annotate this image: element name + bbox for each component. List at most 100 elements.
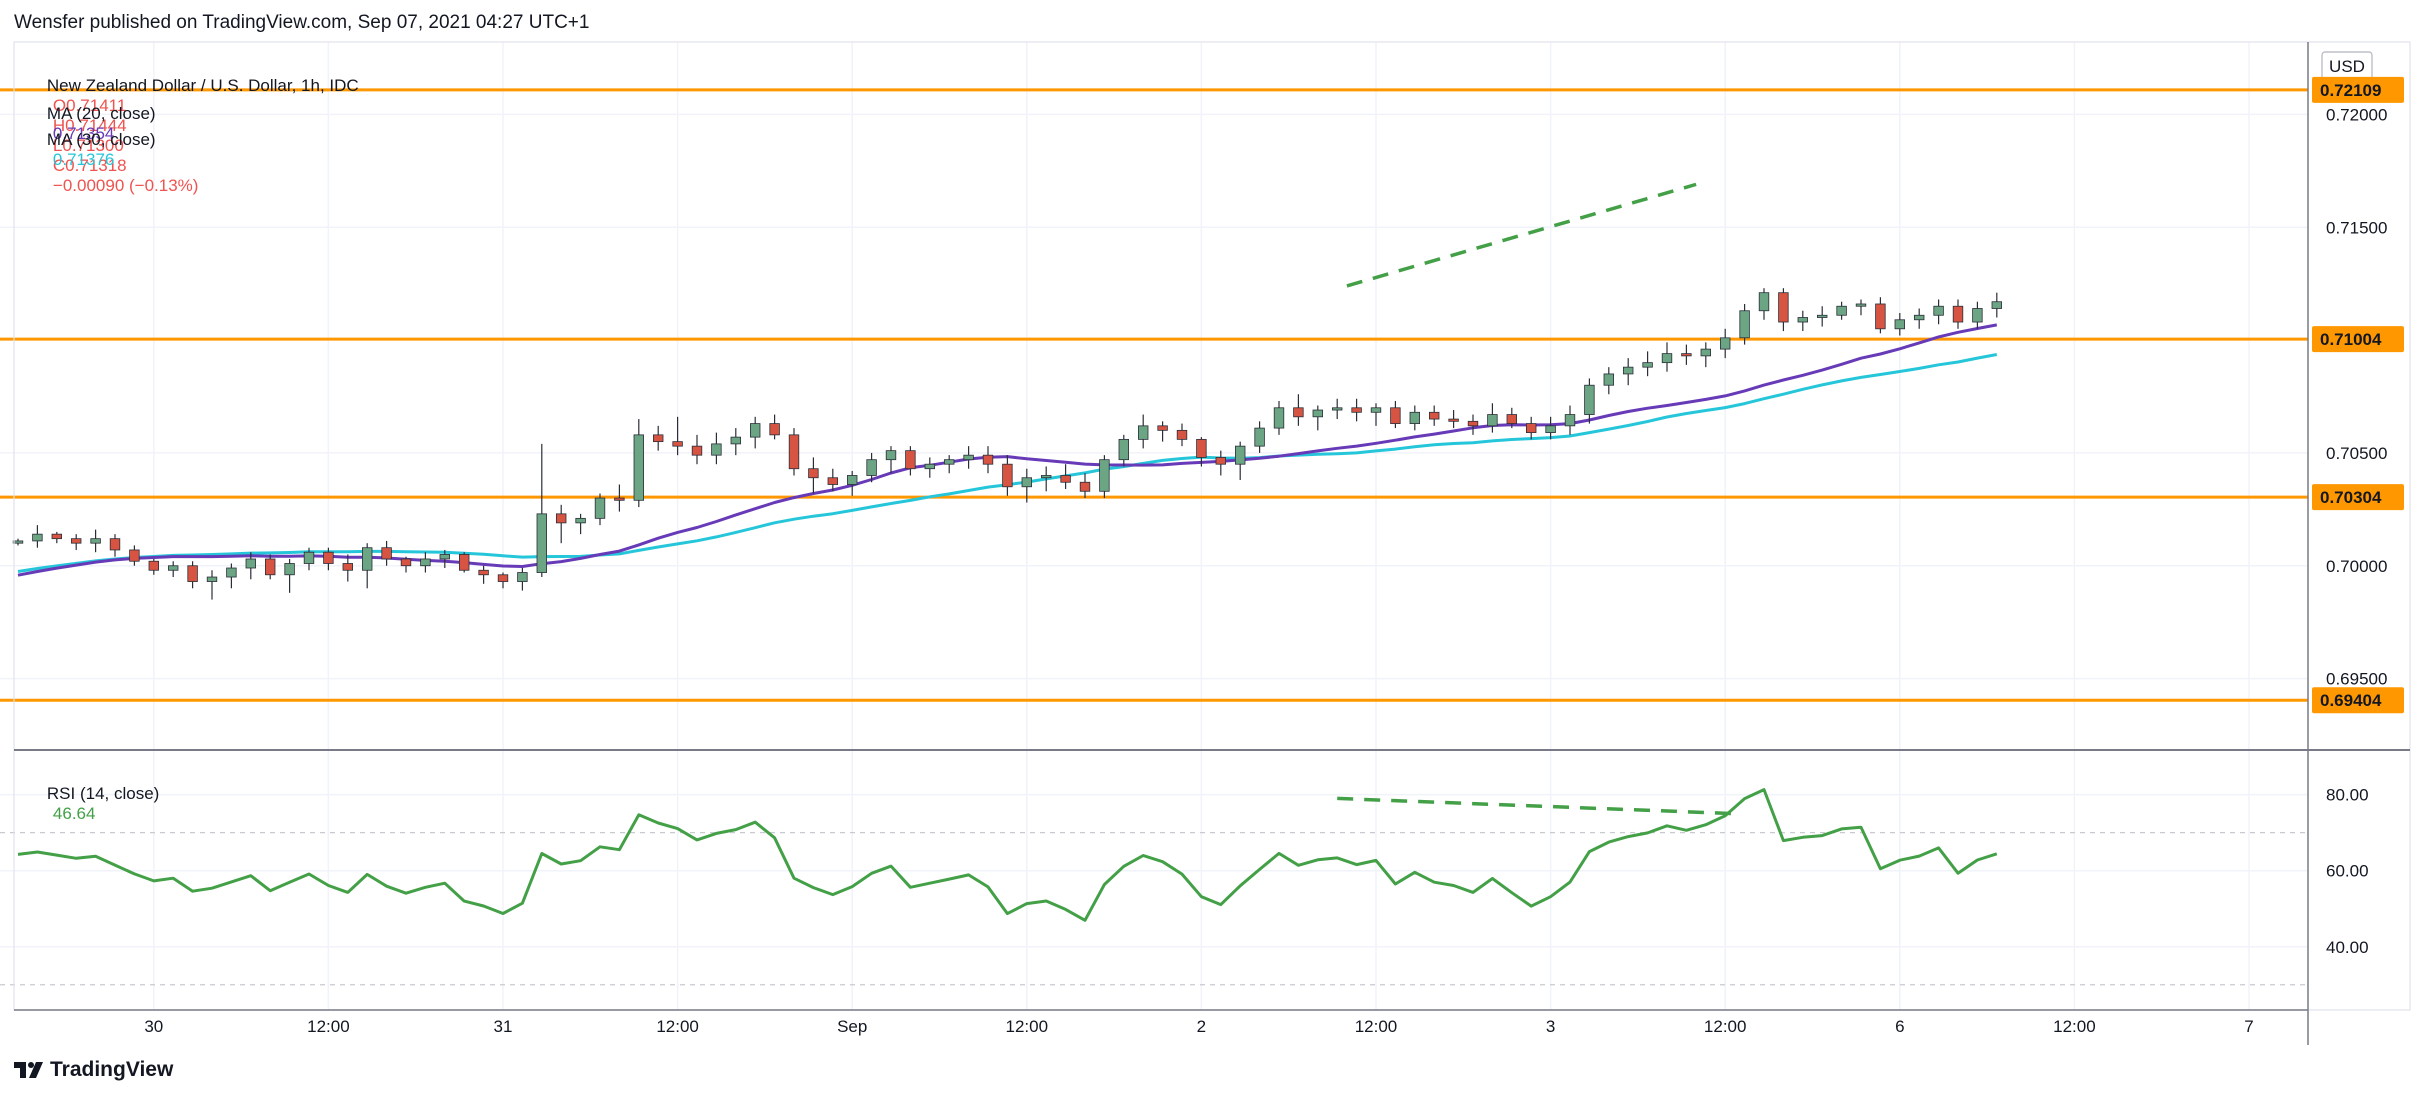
candle-up [1235, 441, 1246, 480]
candle-body [439, 554, 451, 560]
candle-body [536, 513, 548, 573]
level-badge-box [2312, 76, 2404, 103]
candle-down [769, 414, 780, 440]
candle-body [1603, 373, 1615, 386]
candle-up [1370, 403, 1382, 426]
candle-up [1817, 306, 1828, 327]
candle-up [1700, 342, 1712, 368]
price-tick-label: 0.72000 [2326, 105, 2387, 124]
ma30-value: 0.71376 [52, 150, 115, 169]
symbol-name: New Zealand Dollar / U.S. Dollar, 1h, ID… [46, 76, 359, 95]
candle-body [1933, 305, 1944, 316]
candle-body [90, 538, 101, 544]
candle-down [808, 457, 819, 494]
candle-body [1429, 411, 1440, 420]
candle-body [691, 445, 703, 456]
candle-body [788, 434, 800, 470]
candle-body [1215, 457, 1227, 465]
rsi-label: RSI (14, close) [46, 784, 160, 803]
candle-up [885, 446, 897, 474]
horizontal-levels [0, 88, 2308, 702]
candle-body [633, 434, 645, 501]
candle-down [614, 484, 625, 512]
candle-down [827, 468, 839, 492]
candle-body [148, 560, 160, 571]
candle-body [1545, 425, 1556, 434]
tradingview-logo[interactable]: TradingView [14, 1058, 173, 1082]
candle-body [808, 468, 819, 479]
candle-down [1351, 398, 1362, 422]
candle-body [653, 434, 664, 443]
ma20-label: MA (20, close) [46, 104, 156, 123]
candle-down [109, 534, 121, 557]
rsi-legend[interactable]: RSI (14, close) 46.64 [28, 764, 159, 844]
candle-down [905, 446, 916, 476]
candle-up [361, 543, 373, 589]
candle-up [226, 563, 237, 589]
level-badge-box [2312, 484, 2404, 511]
candle-up [711, 432, 722, 465]
candle-body [206, 576, 218, 582]
candle-up [284, 558, 295, 593]
candle-body [1681, 353, 1692, 357]
candle-body [1157, 425, 1168, 431]
candle-down [788, 428, 800, 476]
candle-down [1681, 344, 1692, 365]
dashed-trendline [1346, 182, 1697, 288]
time-tick-label: 2 [1197, 1017, 1206, 1036]
time-tick-label: 3 [1546, 1017, 1555, 1036]
candle-body [711, 443, 722, 456]
candle-body [167, 565, 179, 571]
price-tick-label: 0.70000 [2326, 557, 2387, 576]
candle-down [1526, 416, 1537, 440]
candle-up [1021, 468, 1033, 503]
candle-down [1157, 421, 1168, 442]
candle-up [206, 570, 218, 600]
candle-down [1293, 394, 1304, 426]
axes: USD 0.72000 0.71500 0.70500 0.70000 0.69500 0.… [144, 51, 2404, 1036]
time-tick-label: 12:00 [1704, 1017, 1747, 1036]
candle-body [924, 463, 936, 470]
candle-up [1138, 414, 1149, 449]
candle-body [1739, 310, 1750, 339]
time-tick-label: 6 [1895, 1017, 1904, 1036]
candle-down [556, 504, 567, 544]
candle-up [633, 419, 645, 508]
price-tick-label: 0.69500 [2326, 670, 2387, 689]
close-value: C0.71318 [52, 156, 127, 175]
candle-body [1235, 445, 1246, 465]
level-badge-box [2312, 687, 2404, 714]
candle-body [594, 497, 606, 519]
candle-up [1720, 328, 1731, 359]
time-tick-label: Sep [837, 1017, 867, 1036]
candle-body [1332, 407, 1343, 411]
candle-up [1603, 367, 1615, 395]
time-tick-label: 12:00 [307, 1017, 350, 1036]
ma30-legend[interactable]: MA (30, close) 0.71376 [28, 110, 156, 190]
trendlines [1337, 182, 1735, 816]
candle-body [1875, 303, 1886, 330]
rsi-series [17, 788, 1998, 922]
candle-body [1720, 337, 1731, 350]
candle-body [1836, 305, 1847, 316]
candle-body [1041, 475, 1052, 479]
candle-down [1002, 455, 1013, 496]
ma20-value: 0.71354 [52, 124, 115, 143]
candle-up [1041, 466, 1052, 492]
candle-down [672, 416, 683, 456]
ma20-legend[interactable]: MA (20, close) 0.71354 [28, 84, 156, 164]
candle-up [1273, 401, 1285, 435]
price-tick-label: 0.70500 [2326, 444, 2387, 463]
candle-up [1855, 299, 1867, 316]
candle-up [536, 443, 548, 578]
rsi-tick-label: 60.00 [2326, 862, 2369, 881]
rsi-tick-label: 80.00 [2326, 786, 2369, 805]
level-badge-label: 0.69404 [2320, 691, 2382, 710]
candle-body [1894, 319, 1906, 330]
candle-up [245, 552, 257, 580]
level-price-badge: 0.72109 [2312, 76, 2404, 103]
candle-up [1312, 405, 1324, 431]
candle-down [478, 565, 489, 584]
time-tick-label: 30 [144, 1017, 163, 1036]
